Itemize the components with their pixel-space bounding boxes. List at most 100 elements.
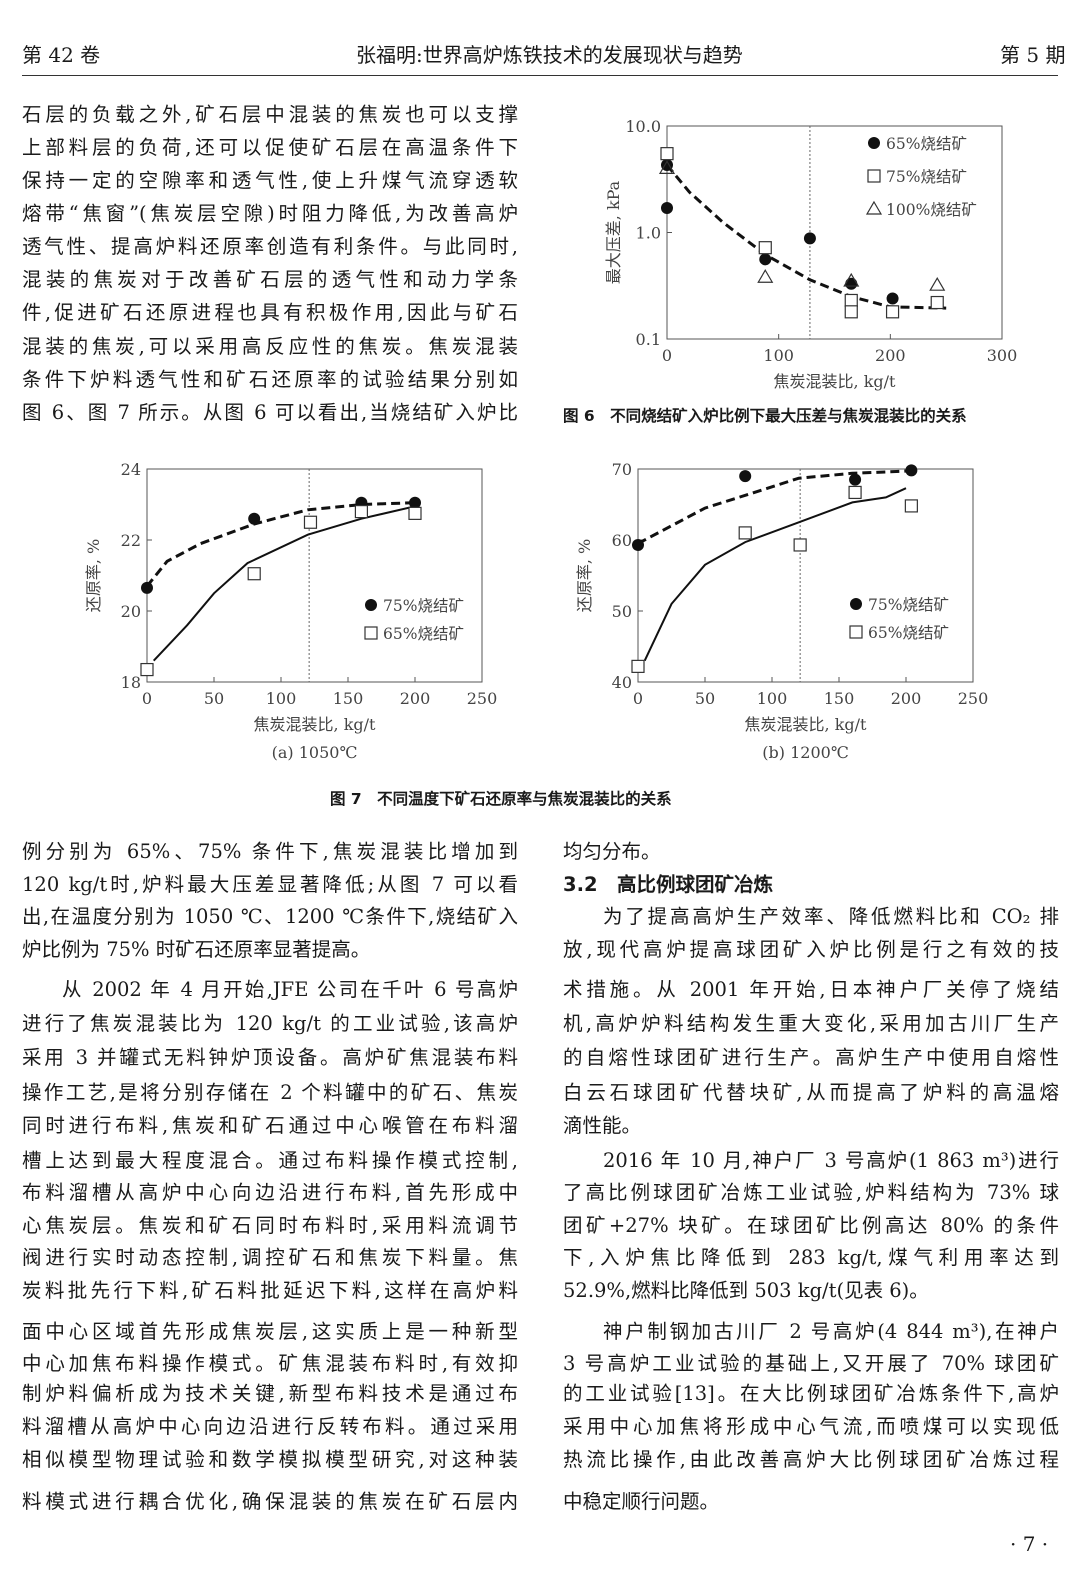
data-point: [849, 473, 862, 486]
text-line: 上部料层的负荷,还可以促使矿石层在高温条件下: [22, 136, 518, 159]
page-number: · 7 ·: [1010, 1532, 1049, 1556]
text-line: 混装的焦炭对于改善矿石层的透气性和动力学条: [22, 268, 518, 291]
text-line: 保持一定的空隙率和透气性,使上升煤气流穿透软: [22, 169, 518, 192]
legend-label: 100%烧结矿: [886, 201, 977, 219]
legend-label: 75%烧结矿: [383, 597, 464, 615]
text-line: 采用 3 并罐式无料钟炉顶设备。高炉矿焦混装布料: [22, 1046, 518, 1069]
data-point: [845, 277, 858, 290]
text-line: 图 6、图 7 所示。从图 6 可以看出,当烧结矿入炉比: [22, 401, 518, 424]
text-line: 了高比例球团矿冶炼工业试验,炉料结构为 73% 球: [563, 1181, 1059, 1204]
text-line: 白云石球团矿代替块矿,从而提高了炉料的高温熔: [563, 1081, 1059, 1104]
legend-label: 65%烧结矿: [868, 624, 949, 642]
solid-fit-curve: [152, 505, 416, 662]
issue-label: 第 5 期: [1000, 43, 1066, 67]
legend-marker: [364, 626, 378, 640]
data-point: [904, 499, 918, 513]
x-tick-label: 50: [695, 689, 715, 708]
text-line: 条件下炉料透气性和矿石还原率的试验结果分别如: [22, 368, 518, 391]
text-line: 52.9%,燃料比降低到 503 kg/t(见表 6)。: [563, 1279, 929, 1302]
data-point: [757, 269, 774, 283]
x-tick-label: 150: [333, 689, 364, 708]
x-tick-label: 100: [757, 689, 788, 708]
figure-7b-chart: 0 50 100 150 200 250 40 50 60 70 焦炭混装比, kg/t 还原率, %…: [575, 460, 988, 762]
text-line: 中稳定顺行问题。: [563, 1490, 720, 1513]
text-line: 神户制钢加古川厂 2 号高炉(4 844 m³),在神户: [603, 1320, 1059, 1343]
text-line: 均匀分布。: [563, 840, 661, 863]
data-point: [738, 526, 752, 540]
section-heading: 3.2 高比例球团矿冶炼: [563, 873, 774, 896]
x-tick-label: 0: [142, 689, 152, 708]
data-point: [739, 470, 752, 483]
text-line: 混装的焦炭,可以采用高反应性的焦炭。焦炭混装: [22, 335, 518, 358]
text-line: 制炉料偏析成为技术关键,新型布料技术是通过布: [22, 1382, 518, 1405]
text-line: 团矿+27% 块矿。在球团矿比例高达 80% 的条件: [563, 1214, 1059, 1237]
y-tick-label: 22: [121, 531, 141, 550]
text-line: 滴性能。: [563, 1114, 642, 1137]
y-tick-label: 50: [612, 602, 632, 621]
data-point: [631, 659, 645, 673]
text-line: 料模式进行耦合优化,确保混装的焦炭在矿石层内: [22, 1490, 518, 1513]
text-line: 2016 年 10 月,神户厂 3 号高炉(1 863 m³)进行: [603, 1149, 1059, 1172]
data-point: [247, 567, 261, 581]
figure-7-caption: 图 7 不同温度下矿石还原率与焦炭混装比的关系: [330, 790, 672, 808]
y-axis-label: 还原率, %: [575, 539, 594, 612]
legend-label: 65%烧结矿: [383, 625, 464, 643]
text-line: 阀进行实时动态控制,调控矿石和焦炭下料量。焦: [22, 1246, 518, 1269]
figure-7a-chart: 0 50 100 150 200 250 18 20 22 24 焦炭混装比, kg/t 还原率, %…: [84, 460, 498, 762]
data-point: [843, 272, 860, 287]
text-line: 采用中心加焦将形成中心气流,而喷煤可以实现低: [563, 1415, 1059, 1438]
legend-marker: [865, 200, 883, 215]
x-tick-label: 50: [204, 689, 224, 708]
data-point: [844, 293, 858, 308]
legend-label: 75%烧结矿: [868, 596, 949, 614]
data-point: [409, 496, 421, 509]
y-tick-label: 40: [612, 673, 632, 692]
text-line: 3 号高炉工业试验的基础上,又开展了 70% 球团矿: [563, 1352, 1059, 1375]
x-tick-label: 300: [987, 346, 1018, 365]
header-rule: [22, 75, 1058, 76]
figure-6-chart: 0 100 200 300 0.1 1.0 10.0 焦炭混装比, kg/t 最大压差, kPa…: [604, 117, 1018, 391]
text-line: 例分别为 65%、75% 条件下,焦炭混装比增加到: [22, 840, 518, 863]
data-point: [658, 160, 676, 174]
data-point: [248, 512, 261, 525]
data-point: [844, 305, 858, 319]
text-line: 中心加焦布料操作模式。矿焦混装布料时,有效抑: [22, 1352, 518, 1375]
text-line: 放,现代高炉提高球团矿入炉比例是行之有效的技: [563, 938, 1059, 961]
running-title: 张福明:世界高炉炼铁技术的发展现状与趋势: [356, 43, 743, 67]
x-tick-label: 250: [467, 689, 498, 708]
data-point: [303, 515, 318, 529]
data-point: [886, 292, 899, 305]
y-tick-label: 60: [612, 531, 632, 550]
text-line: 120 kg/t时,炉料最大压差显著降低;从图 7 可以看: [22, 873, 518, 896]
text-line: 术措施。从 2001 年开始,日本神户厂关停了烧结: [563, 978, 1059, 1001]
x-axis-label: 焦炭混装比, kg/t: [774, 372, 897, 391]
plot-frame: [146, 468, 483, 683]
x-tick-label: 100: [763, 346, 794, 365]
plot-frame: [637, 468, 974, 683]
volume-label: 第 42 卷: [22, 43, 101, 67]
data-point: [140, 662, 154, 677]
data-point: [759, 253, 772, 266]
data-point: [929, 277, 946, 291]
text-line: 的自熔性球团矿进行生产。高炉生产中使用自熔性: [563, 1046, 1059, 1069]
data-point: [632, 538, 644, 551]
data-point: [141, 581, 153, 594]
text-line: 为了提高高炉生产效率、降低燃料比和 CO₂ 排: [603, 905, 1059, 928]
data-point: [758, 241, 772, 255]
text-line: 机,高炉炉料结构发生重大变化,采用加古川厂生产: [563, 1012, 1059, 1035]
data-point: [803, 232, 816, 245]
x-axis-label: 焦炭混装比, kg/t: [254, 715, 377, 734]
data-point: [848, 485, 862, 500]
solid-fit-curve: [643, 487, 907, 662]
subcaption: (a) 1050℃: [272, 743, 358, 762]
y-axis-label: 还原率, %: [84, 539, 103, 612]
y-tick-label: 0.1: [636, 330, 661, 349]
x-axis-label: 焦炭混装比, kg/t: [745, 715, 868, 734]
text-line: 面中心区域首先形成焦炭层,这实质上是一种新型: [22, 1320, 518, 1343]
x-tick-label: 200: [400, 689, 431, 708]
text-line: 的工业试验[13]。在大比例球团矿冶炼条件下,高炉: [563, 1382, 1059, 1405]
y-tick-label: 1.0: [636, 224, 661, 243]
text-line: 透气性、提高炉料还原率创造有利条件。与此同时,: [22, 235, 518, 258]
legend-label: 75%烧结矿: [886, 168, 967, 186]
text-line: 进行了焦炭混装比为 120 kg/t 的工业试验,该高炉: [22, 1012, 518, 1035]
